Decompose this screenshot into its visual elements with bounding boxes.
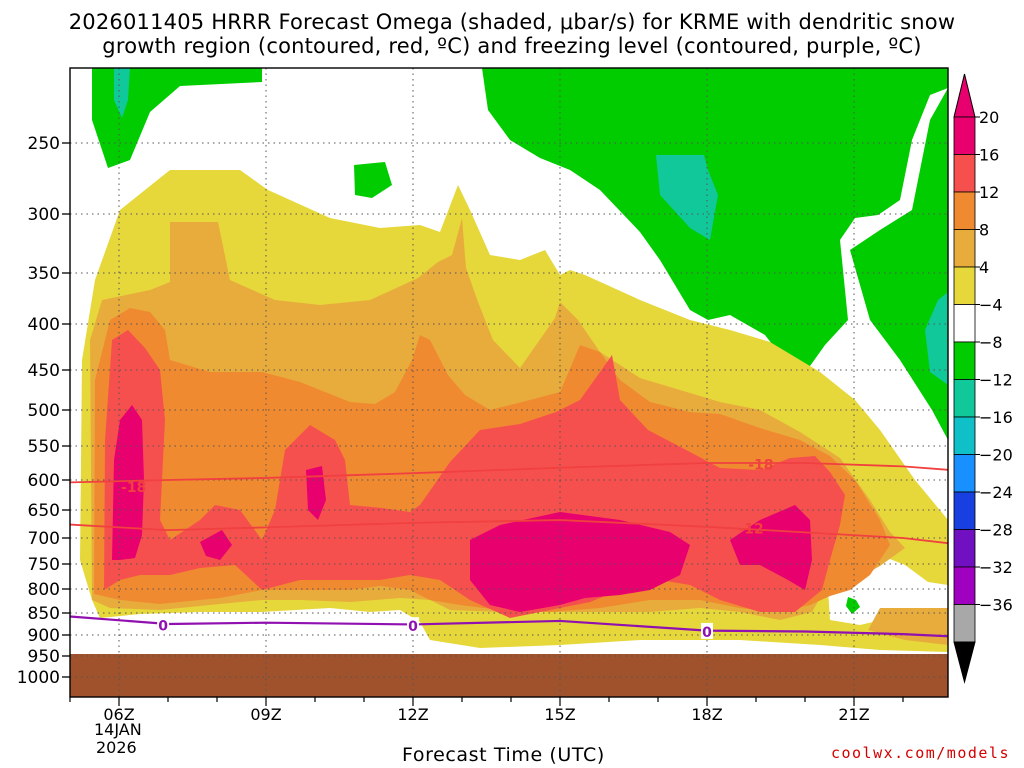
date-label-year: 2026 bbox=[96, 738, 137, 757]
colorbar-swatch-8 bbox=[953, 416, 976, 455]
omega-region-20-narrow bbox=[306, 466, 326, 520]
contour-label-bg bbox=[701, 622, 713, 639]
ground-surface bbox=[70, 654, 948, 697]
x-tick-label-18Z: 18Z bbox=[691, 705, 722, 724]
x-axis-title: Forecast Time (UTC) bbox=[402, 744, 605, 766]
contour-label-4: 0 bbox=[702, 625, 712, 641]
colorbar-label-1: 16 bbox=[979, 146, 999, 165]
colorbar-swatch-5 bbox=[953, 304, 976, 343]
omega-region-minus4-small bbox=[354, 162, 392, 198]
contour-line-1 bbox=[69, 519, 949, 545]
colorbar-label-2: 12 bbox=[979, 183, 999, 202]
colorbar-label-10: −24 bbox=[979, 483, 1013, 502]
colorbar-label-11: −28 bbox=[979, 521, 1013, 540]
y-tick-label-300: 300 bbox=[28, 205, 60, 225]
colorbar-swatch-3 bbox=[953, 229, 976, 268]
contour-label-bg bbox=[157, 616, 170, 633]
colorbar-swatch-9 bbox=[953, 454, 976, 493]
x-tick-label-09Z: 09Z bbox=[250, 705, 281, 724]
colorbar-label-6: −8 bbox=[979, 333, 1003, 352]
colorbar-label-7: −12 bbox=[979, 371, 1013, 390]
y-tick-label-1000: 1000 bbox=[17, 668, 60, 688]
title-line-2: growth region (contoured, red, ºC) and f… bbox=[102, 34, 922, 58]
y-tick-label-550: 550 bbox=[28, 437, 60, 457]
colorbar-label-9: −20 bbox=[979, 446, 1013, 465]
colorbar-label-5: −4 bbox=[979, 296, 1003, 315]
x-axis-ticks: 06Z 09Z 12Z 15Z 18Z 21Z bbox=[69, 697, 904, 724]
colorbar-label-4: 4 bbox=[979, 258, 989, 277]
y-tick-label-250: 250 bbox=[28, 134, 60, 154]
contour-label-5: -18 bbox=[748, 457, 773, 473]
y-tick-label-900: 900 bbox=[28, 626, 60, 646]
omega-region-minus4-right bbox=[850, 88, 948, 440]
omega-region-20-center bbox=[470, 512, 690, 612]
colorbar-swatch-12 bbox=[953, 566, 976, 605]
y-axis-ticks: 2503003504004505005506006507007508008509… bbox=[17, 134, 70, 688]
y-tick-label-700: 700 bbox=[28, 529, 60, 549]
contour-label-bg bbox=[407, 617, 419, 634]
contour-line-0 bbox=[69, 462, 949, 484]
y-tick-label-950: 950 bbox=[28, 647, 60, 667]
omega-region-minus8-left bbox=[114, 68, 130, 118]
colorbar-swatch-13 bbox=[953, 604, 976, 643]
y-tick-label-400: 400 bbox=[28, 315, 60, 335]
contour-lines bbox=[69, 462, 949, 638]
colorbar-label-12: −32 bbox=[979, 558, 1013, 577]
contour-labels: -18 -12 0 0 0 -18 bbox=[121, 457, 773, 641]
chart-title: 2026011405 HRRR Forecast Omega (shaded, … bbox=[0, 10, 1024, 58]
title-line-1: 2026011405 HRRR Forecast Omega (shaded, … bbox=[68, 10, 956, 34]
omega-region-minus4-top bbox=[482, 68, 948, 380]
colorbar-swatch-10 bbox=[953, 491, 976, 530]
x-tick-label-21Z: 21Z bbox=[838, 705, 869, 724]
colorbar-bottom-arrow bbox=[953, 641, 976, 684]
colorbar-swatch-4 bbox=[953, 266, 976, 305]
colorbar-label-8: −16 bbox=[979, 408, 1013, 427]
colorbar-swatch-0 bbox=[953, 116, 976, 155]
source-credit: coolwx.com/models bbox=[830, 744, 1010, 762]
colorbar-label-3: 8 bbox=[979, 221, 989, 240]
contour-label-0: -18 bbox=[121, 480, 146, 496]
y-tick-label-500: 500 bbox=[28, 401, 60, 421]
colorbar-label-0: 20 bbox=[979, 108, 999, 127]
contour-line-2 bbox=[69, 615, 949, 638]
colorbar-swatch-11 bbox=[953, 529, 976, 568]
colorbar: 20 16 12 8 4 −4 −8 −12 −16 −20 −24 −28 −32 −36 bbox=[953, 73, 1013, 684]
y-tick-label-750: 750 bbox=[28, 555, 60, 575]
y-tick-label-450: 450 bbox=[28, 361, 60, 381]
y-tick-label-850: 850 bbox=[28, 604, 60, 624]
y-tick-label-800: 800 bbox=[28, 580, 60, 600]
omega-region-minus8-mid bbox=[656, 155, 718, 240]
y-tick-label-650: 650 bbox=[28, 501, 60, 521]
omega-region-minus4-speck bbox=[846, 597, 860, 614]
colorbar-swatch-2 bbox=[953, 191, 976, 230]
contour-label-1: -12 bbox=[738, 521, 763, 537]
contour-label-2: 0 bbox=[158, 618, 168, 634]
omega-region-minus4-left bbox=[92, 68, 262, 168]
omega-region-20-right bbox=[730, 505, 812, 590]
x-tick-label-15Z: 15Z bbox=[544, 705, 575, 724]
omega-region-20-left bbox=[112, 405, 144, 560]
y-tick-label-600: 600 bbox=[28, 471, 60, 491]
contour-label-3: 0 bbox=[408, 619, 418, 635]
grid-lines bbox=[70, 68, 948, 697]
colorbar-swatch-7 bbox=[953, 379, 976, 418]
colorbar-top-arrow bbox=[953, 73, 976, 118]
y-tick-label-350: 350 bbox=[28, 264, 60, 284]
colorbar-label-13: −36 bbox=[979, 596, 1013, 615]
x-tick-label-06Z: 06Z bbox=[103, 705, 134, 724]
plot-frame bbox=[69, 67, 949, 698]
colorbar-swatch-6 bbox=[953, 341, 976, 380]
x-tick-label-12Z: 12Z bbox=[397, 705, 428, 724]
date-label-day: 14JAN bbox=[94, 720, 142, 739]
omega-region-minus8-right bbox=[925, 292, 948, 385]
colorbar-swatch-1 bbox=[953, 154, 976, 193]
